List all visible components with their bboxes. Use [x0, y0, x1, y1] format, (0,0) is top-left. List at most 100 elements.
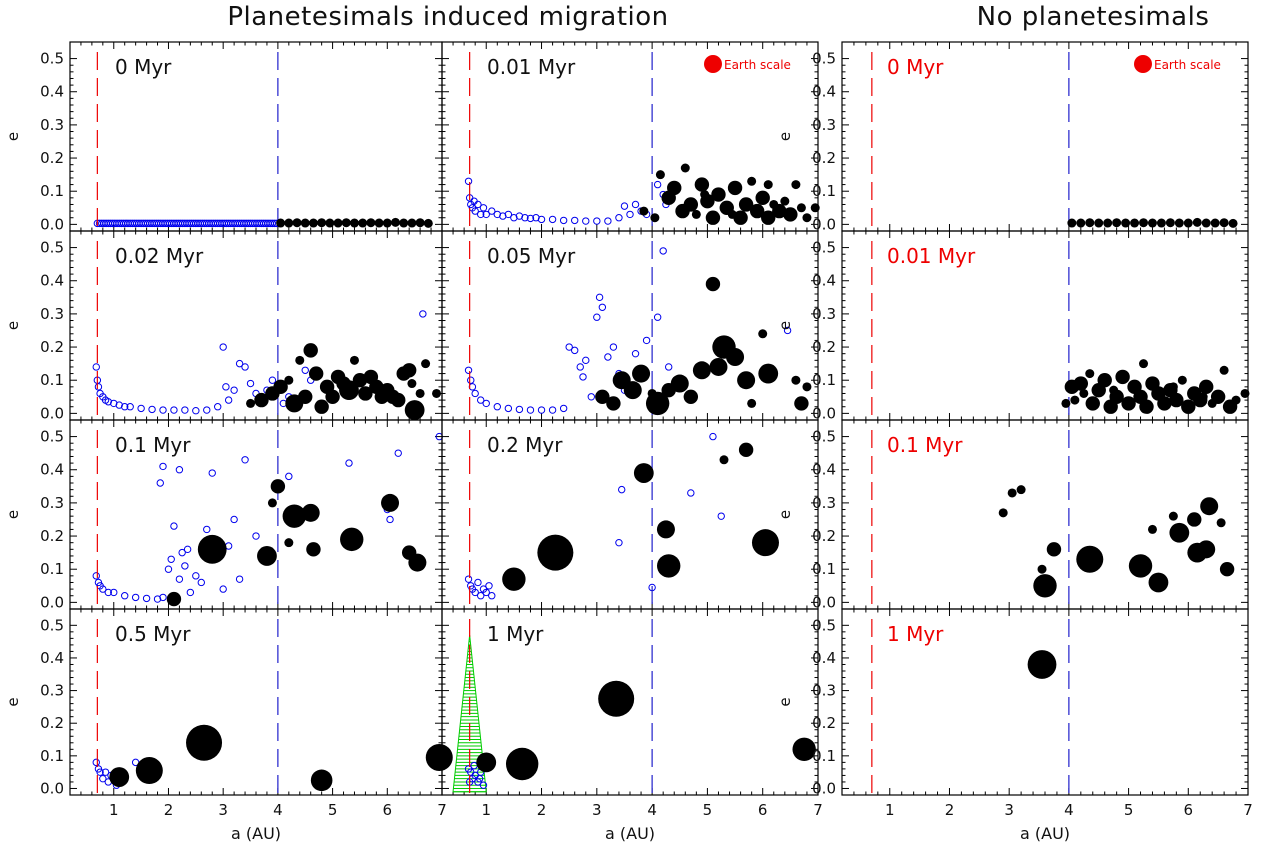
planetesimal [515, 405, 524, 414]
planetesimal [224, 396, 233, 404]
y-axis-label: e [4, 510, 22, 519]
planetesimal [301, 366, 309, 374]
y-tick-label: 0.4 [812, 272, 836, 290]
x-tick-label: 2 [164, 801, 174, 819]
embryo [339, 380, 359, 401]
planetesimal [241, 363, 249, 371]
panel-time-label: 0.1 Myr [115, 433, 191, 457]
planetesimal [268, 219, 277, 228]
x-tick-label: 5 [328, 801, 338, 819]
panel-time-label: 0.02 Myr [115, 244, 204, 268]
embryo [726, 348, 745, 366]
planetesimal [197, 578, 205, 587]
y-tick-label: 0.0 [40, 593, 64, 611]
embryo [645, 391, 670, 416]
embryo [691, 209, 701, 219]
embryo [1201, 218, 1211, 228]
embryo [772, 203, 787, 219]
embryo [1103, 218, 1113, 228]
embryo [751, 529, 779, 557]
planetesimal [92, 572, 100, 580]
y-tick-label: 0.5 [40, 616, 64, 634]
embryo [1121, 396, 1136, 411]
panel-4: 0.0 0.1 0.2 0.3 0.4 0.5 e 0.02 Myr [4, 230, 443, 422]
embryo [1183, 218, 1193, 228]
y-tick-label: 0.4 [40, 461, 64, 479]
embryo [792, 737, 816, 762]
embryo [1033, 574, 1057, 598]
planetesimal [595, 293, 604, 302]
planetesimal [464, 366, 473, 374]
embryo [284, 538, 294, 548]
planetesimal [178, 548, 186, 557]
y-tick-label: 0.3 [40, 494, 64, 512]
embryo [1165, 218, 1175, 228]
embryo [415, 218, 425, 228]
embryo [1168, 511, 1178, 521]
embryo [1148, 572, 1169, 593]
embryo [755, 190, 770, 206]
x-tick-label: 4 [1064, 801, 1074, 819]
embryo [761, 210, 776, 225]
header-no-planetesimals: No planetesimals [976, 2, 1210, 32]
planetesimal [565, 343, 573, 351]
planetesimal [559, 404, 568, 413]
embryo [791, 180, 801, 190]
embryo [505, 747, 539, 781]
planetesimal [192, 572, 200, 580]
planetesimal [717, 512, 725, 520]
planetesimal [170, 522, 178, 530]
planetesimal [615, 214, 623, 222]
planetesimal [471, 389, 479, 398]
planetesimal [101, 768, 110, 776]
y-tick-label: 0.3 [40, 682, 64, 700]
embryo [273, 379, 288, 395]
embryo [1210, 218, 1220, 228]
planetesimal [153, 595, 162, 603]
panel-time-label: 0.01 Myr [887, 244, 976, 268]
y-tick-label: 0.5 [812, 428, 836, 446]
planetesimal [252, 532, 260, 540]
planetesimal [110, 399, 118, 408]
embryo [432, 388, 442, 398]
embryo [340, 527, 364, 552]
embryo [270, 479, 286, 494]
embryo [737, 371, 756, 390]
planetesimal [548, 215, 557, 224]
embryo [1076, 218, 1086, 228]
embryo [308, 366, 324, 381]
embryo [694, 177, 710, 192]
embryo [655, 170, 665, 180]
planetesimal [99, 774, 107, 783]
planetesimal [548, 406, 557, 414]
planetesimal [99, 585, 107, 593]
planetesimal [121, 592, 129, 600]
planetesimal [131, 593, 140, 602]
y-tick-label: 0.1 [812, 371, 836, 389]
embryo [1079, 388, 1089, 398]
y-tick-label: 0.4 [40, 83, 64, 101]
embryo [381, 493, 400, 512]
planetesimal [559, 216, 568, 225]
y-tick-label: 0.0 [40, 779, 64, 797]
planetesimal [192, 407, 200, 415]
embryo [1177, 375, 1187, 385]
embryo [109, 767, 130, 787]
embryo [1094, 218, 1104, 228]
planetesimal [471, 588, 479, 597]
embryo [670, 374, 689, 393]
embryo [352, 373, 368, 388]
planetesimal [345, 459, 353, 467]
planetesimal [526, 406, 535, 414]
planetesimal [92, 758, 100, 767]
x-axis-label: a (AU) [231, 824, 281, 843]
planetesimal [92, 363, 100, 371]
planetesimal [222, 383, 230, 391]
x-tick-label: 3 [218, 801, 228, 819]
header-planetesimals: Planetesimals induced migration [227, 2, 669, 32]
y-axis-label: e [4, 132, 22, 141]
embryo [1219, 365, 1229, 375]
embryo [1139, 359, 1149, 369]
embryo [1128, 554, 1153, 578]
embryo [727, 209, 737, 219]
